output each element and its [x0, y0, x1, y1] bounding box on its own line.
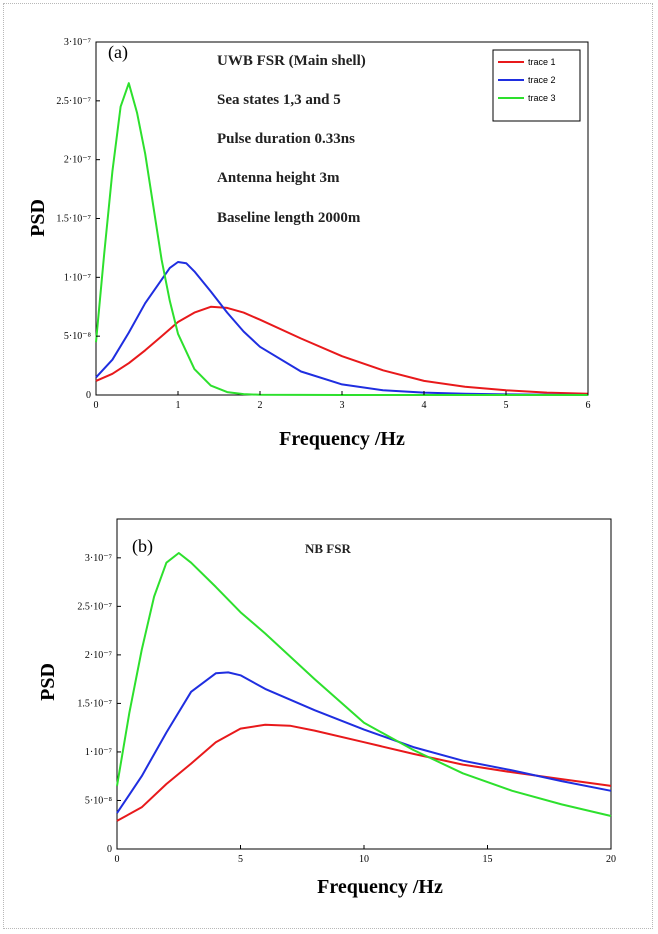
y-tick-label-a: 3·10⁻⁷ [64, 37, 92, 48]
x-tick-label-b: 15 [483, 854, 493, 865]
y-tick-label-b: 0 [107, 844, 112, 855]
y-tick-label-a: 2.5·10⁻⁷ [56, 96, 91, 107]
x-tick-label-b: 5 [238, 854, 243, 865]
y-tick-label-b: 5·10⁻⁸ [85, 795, 113, 806]
y-tick-label-b: 1·10⁻⁷ [85, 747, 113, 758]
y-tick-label-b: 2.5·10⁻⁷ [77, 601, 112, 612]
y-tick-label-a: 1·10⁻⁷ [64, 272, 92, 283]
x-tick-label-a: 1 [176, 400, 181, 411]
y-tick-label-a: 5·10⁻⁸ [64, 331, 92, 342]
chart-title-b: NB FSR [305, 541, 351, 556]
y-tick-label-b: 2·10⁻⁷ [85, 650, 113, 661]
figure-frame [3, 3, 653, 929]
annotation-a-4: Antenna height 3m [217, 170, 340, 186]
y-axis-label-b: PSD [37, 663, 59, 701]
chart-panel-a: 0 1 2 3 4 5 6 0 5·10⁻⁸ 1·10⁻⁷ 1.5·10⁻⁷ 2·10⁻⁷ 2.5·1… [27, 37, 591, 450]
x-tick-label-b: 10 [359, 854, 369, 865]
x-tick-label-a: 5 [504, 400, 509, 411]
legend-label-trace-2: trace 2 [528, 75, 556, 85]
y-tick-label-b: 1.5·10⁻⁷ [77, 698, 112, 709]
x-axis-label-a: Frequency /Hz [279, 428, 405, 450]
x-tick-label-b: 0 [115, 854, 120, 865]
y-tick-label-a: 1.5·10⁻⁷ [56, 214, 91, 225]
x-tick-label-a: 6 [586, 400, 591, 411]
legend-label-trace-1: trace 1 [528, 57, 556, 67]
x-tick-label-a: 4 [422, 400, 427, 411]
plot-area-b [116, 518, 612, 850]
series-group-a [95, 82, 589, 396]
annotation-a-2: Sea states 1,3 and 5 [217, 92, 341, 108]
x-tick-label-a: 2 [258, 400, 263, 411]
series-line-b-2 [116, 671, 612, 814]
annotation-a-1: UWB FSR (Main shell) [217, 53, 366, 69]
annotation-a-5: Baseline length 2000m [217, 210, 361, 226]
y-tick-label-a: 0 [86, 390, 91, 401]
y-axis-label-a: PSD [27, 199, 49, 237]
annotation-a-3: Pulse duration 0.33ns [217, 131, 355, 147]
series-line-a-2 [95, 261, 589, 396]
series-line-a-3 [95, 82, 588, 396]
x-ticks-a: 0 1 2 3 4 5 6 [94, 391, 591, 411]
x-axis-label-b: Frequency /Hz [317, 876, 443, 898]
x-tick-label-a: 0 [94, 400, 99, 411]
chart-panel-b: 0 5 10 15 20 0 5·10⁻⁸ 1·10⁻⁷ 1.5·10⁻⁷ 2·10⁻⁷ 2.5·… [37, 518, 616, 898]
y-tick-label-a: 2·10⁻⁷ [64, 155, 92, 166]
x-tick-label-a: 3 [340, 400, 345, 411]
series-line-b-3 [116, 552, 612, 817]
series-group-b [116, 552, 612, 822]
series-line-b-1 [116, 723, 612, 822]
panel-label-b: (b) [132, 536, 153, 557]
series-line-a-1 [95, 305, 589, 395]
legend-a: trace 1 trace 2 trace 3 [492, 49, 581, 122]
x-ticks-b: 0 5 10 15 20 [115, 845, 616, 865]
y-tick-label-b: 3·10⁻⁷ [85, 553, 113, 564]
y-ticks-a: 0 5·10⁻⁸ 1·10⁻⁷ 1.5·10⁻⁷ 2·10⁻⁷ 2.5·10⁻⁷ 3·10⁻… [56, 37, 100, 401]
x-tick-label-b: 20 [606, 854, 616, 865]
panel-label-a: (a) [108, 42, 128, 63]
legend-label-trace-3: trace 3 [528, 93, 556, 103]
y-ticks-b: 0 5·10⁻⁸ 1·10⁻⁷ 1.5·10⁻⁷ 2·10⁻⁷ 2.5·10⁻⁷ 3·10⁻… [77, 553, 121, 855]
